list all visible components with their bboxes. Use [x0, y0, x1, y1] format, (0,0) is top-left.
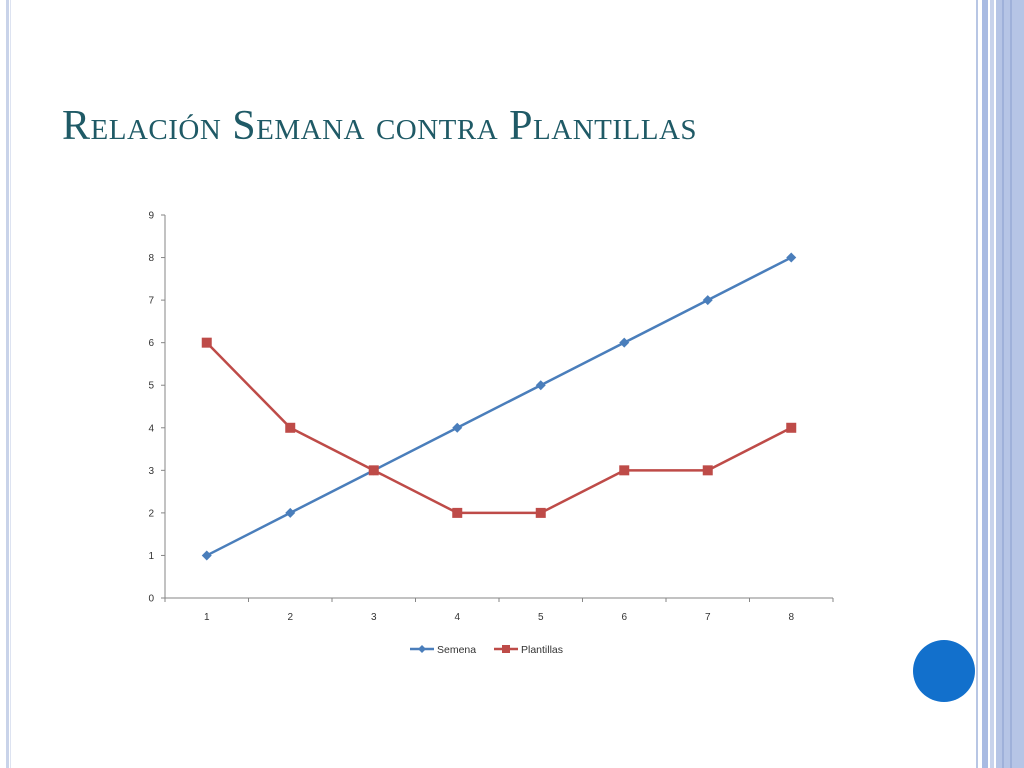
x-tick-label: 1 — [204, 612, 210, 623]
right-decor-stripe — [990, 0, 994, 768]
left-border-line — [6, 0, 9, 768]
data-point-plantillas — [535, 507, 546, 518]
y-tick-label: 1 — [148, 551, 154, 562]
y-tick-label: 5 — [148, 381, 154, 392]
line-chart: 0 1 2 3 4 5 6 7 8 9 1 2 3 4 5 6 7 8 Semena Plantillas — [130, 200, 850, 675]
data-point-plantillas — [452, 507, 463, 518]
x-tick-label: 7 — [705, 612, 711, 623]
data-point-semena — [619, 337, 630, 348]
data-point-semena — [285, 507, 296, 518]
data-point-plantillas — [619, 465, 630, 476]
legend-marker — [418, 645, 426, 653]
data-point-plantillas — [368, 465, 379, 476]
y-tick-label: 4 — [148, 423, 154, 434]
x-tick-label: 6 — [621, 612, 627, 623]
y-tick-label: 8 — [148, 253, 154, 264]
right-decor-stripe — [1002, 0, 1004, 768]
legend-marker — [502, 645, 510, 653]
chart-canvas: 0 1 2 3 4 5 6 7 8 9 1 2 3 4 5 6 7 8 Semena Plantillas — [148, 211, 834, 656]
left-border-line-inner — [10, 0, 11, 768]
data-point-semena — [786, 252, 797, 263]
data-point-semena — [702, 295, 713, 306]
series-line-plantillas — [205, 341, 792, 515]
legend-label: Plantillas — [521, 644, 563, 656]
data-point-semena — [201, 550, 212, 561]
y-tick-label: 2 — [148, 508, 154, 519]
decorative-circle — [913, 640, 975, 702]
y-tick-label: 0 — [148, 594, 154, 605]
x-tick-label: 4 — [454, 612, 460, 623]
x-tick-label: 3 — [371, 612, 377, 623]
data-point-plantillas — [285, 422, 296, 433]
data-point-semena — [535, 380, 546, 391]
right-decor-stripe — [1010, 0, 1012, 768]
x-tick-label: 8 — [788, 612, 794, 623]
legend-label: Semena — [437, 644, 476, 656]
data-point-plantillas — [201, 337, 212, 348]
y-tick-label: 7 — [148, 296, 154, 307]
x-tick-label: 2 — [287, 612, 293, 623]
y-tick-label: 3 — [148, 466, 154, 477]
data-point-plantillas — [702, 465, 713, 476]
x-tick-label: 5 — [538, 612, 544, 623]
data-point-plantillas — [786, 422, 797, 433]
y-tick-label: 6 — [148, 338, 154, 349]
y-tick-label: 9 — [148, 211, 154, 222]
right-decor-stripe — [982, 0, 988, 768]
right-decor-stripe — [976, 0, 978, 768]
series-line-semena — [206, 256, 792, 557]
slide-title: Relación Semana contra Plantillas — [62, 103, 698, 149]
data-point-semena — [452, 422, 463, 433]
